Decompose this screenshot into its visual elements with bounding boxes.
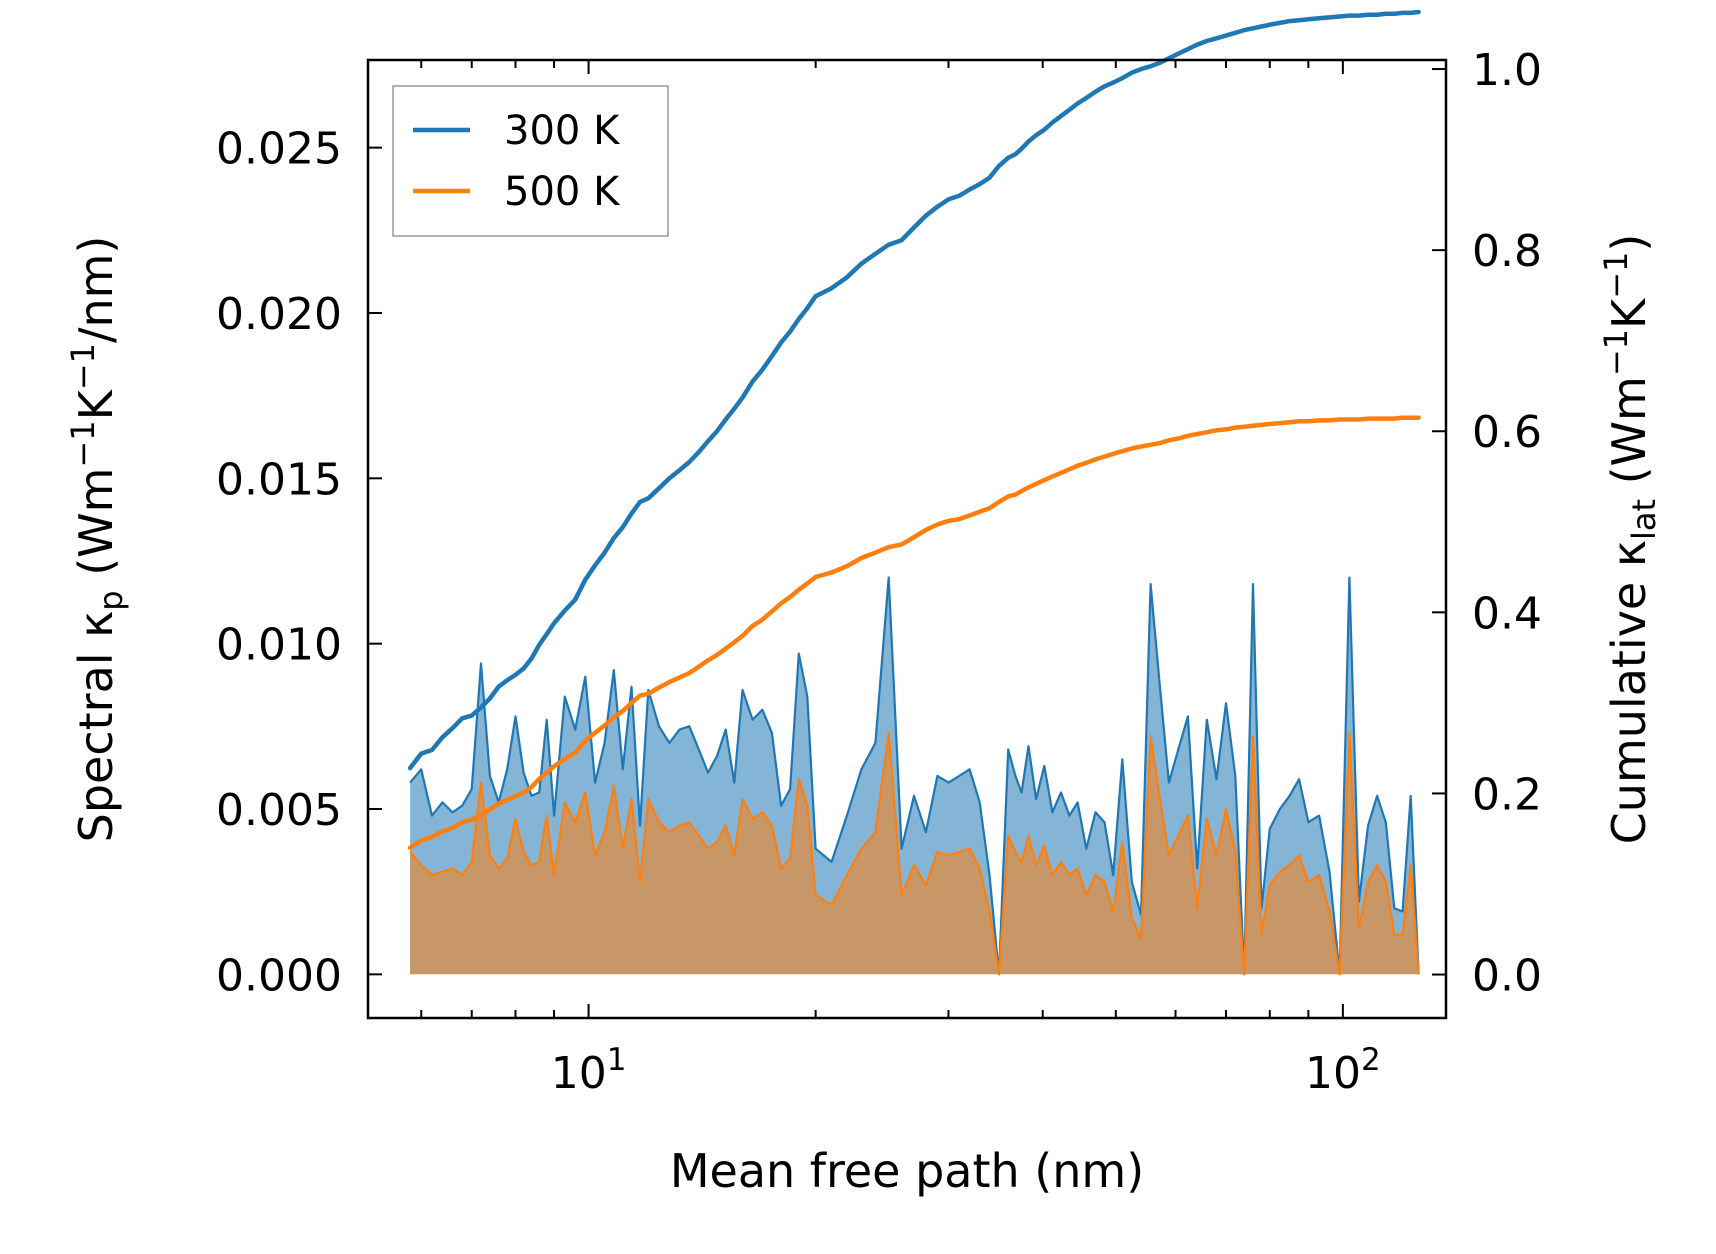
plot-area (407, 9, 1421, 976)
right-y-tick-label: 0.4 (1472, 588, 1542, 639)
cumulative-line-300k (407, 9, 1421, 771)
right-y-tick-label: 0.2 (1472, 769, 1542, 820)
cumulative-line-500k (407, 415, 1421, 851)
left-y-tick-label: 0.020 (216, 289, 342, 340)
x-tick-label: 101 (551, 1042, 627, 1099)
right-y-tick-label: 0.8 (1472, 226, 1542, 277)
right-y-axis-label: Cumulative κlat (Wm−1K−1) (1597, 234, 1663, 845)
right-y-tick-label: 0.0 (1472, 951, 1542, 1002)
legend-label: 500 K (504, 169, 621, 215)
x-axis-label: Mean free path (nm) (670, 1144, 1144, 1198)
left-y-tick-label: 0.025 (216, 124, 342, 175)
axes: 101 102 0.000 0.005 0.010 0.015 0.020 0.025 0.0 0… (64, 45, 1663, 1198)
left-y-tick-label: 0.000 (216, 950, 342, 1001)
plot-frame (366, 58, 1448, 1020)
left-y-tick-label: 0.010 (216, 620, 342, 671)
spectral-line-300k (409, 576, 1420, 976)
spectral-area-500k (410, 732, 1419, 975)
left-y-tick-label: 0.005 (216, 785, 342, 836)
legend-box (392, 85, 669, 237)
right-y-tick-label: 0.6 (1472, 407, 1542, 458)
x-tick-label: 102 (1305, 1042, 1381, 1099)
right-y-tick-label: 1.0 (1472, 45, 1542, 96)
legend-label: 300 K (504, 108, 621, 154)
left-y-tick-label: 0.015 (216, 454, 342, 505)
spectral-line-500k (409, 731, 1420, 976)
legend: 300 K 500 K (392, 85, 669, 237)
left-y-axis-label: Spectral κp (Wm−1K−1/nm) (64, 236, 130, 843)
